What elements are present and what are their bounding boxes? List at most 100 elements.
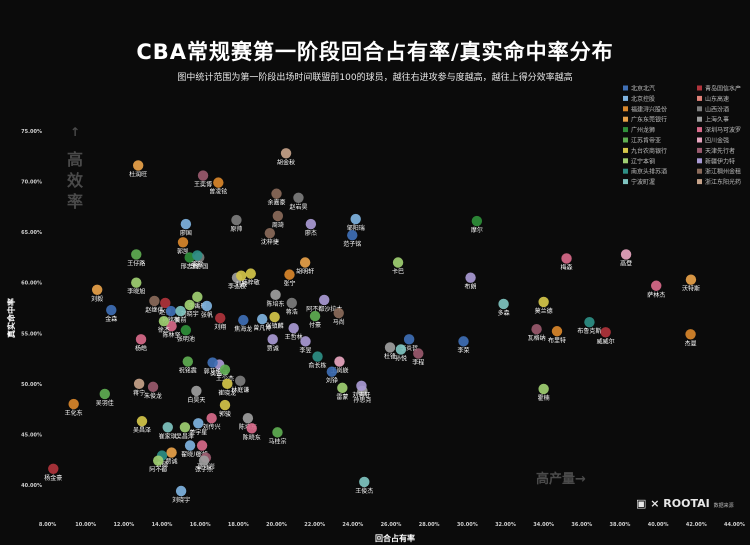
- data-point: [267, 334, 278, 345]
- data-point: [215, 312, 226, 324]
- point-label: 王俊杰: [355, 487, 373, 495]
- point-label: 祝铭震: [179, 367, 197, 375]
- point-label: 翟晓川: [181, 451, 199, 459]
- point-label: 王岚嵚: [330, 368, 348, 375]
- point-label: 莫兰德: [535, 307, 553, 315]
- data-point: [498, 298, 509, 310]
- high-efficiency-text-2: 效: [67, 171, 83, 190]
- point-label: 李昱: [300, 346, 312, 354]
- point-label: 徐杰: [158, 326, 170, 334]
- data-point: [213, 177, 224, 188]
- point-label: 王化东: [65, 409, 83, 417]
- point-label: 俞长栋: [309, 362, 327, 370]
- brand-logo: ▣ × ROOTAI 数据来源: [636, 497, 734, 510]
- up-arrow: ↑: [70, 125, 80, 139]
- point-label: 孙思尧: [353, 396, 371, 404]
- x-axis-label: 回合占有率: [375, 533, 415, 543]
- data-point: [238, 314, 249, 326]
- legend-swatch: [623, 116, 628, 122]
- point-label: 周琦: [272, 222, 284, 229]
- y-tick-label: 45.00%: [21, 432, 42, 438]
- legend-label: 广东东莞银行: [631, 116, 667, 124]
- data-point: [160, 297, 171, 309]
- data-point: [312, 351, 323, 362]
- x-tick-label: 16.00%: [190, 522, 211, 528]
- legend-label: 南京头排苏酒: [631, 168, 667, 176]
- data-point: [184, 440, 196, 451]
- point-label: 姜宇星: [189, 428, 207, 436]
- x-tick-label: 44.00%: [724, 522, 745, 528]
- point-label: 杨皓: [135, 344, 147, 352]
- data-point: [337, 382, 348, 394]
- data-point: [288, 323, 299, 334]
- data-point: [175, 305, 186, 317]
- legend-label: 四川金强: [705, 137, 729, 145]
- data-point: [149, 295, 160, 307]
- point-label: 王少杰: [216, 375, 234, 383]
- data-point: [384, 342, 396, 353]
- data-point: [179, 422, 191, 433]
- data-point: [356, 380, 367, 392]
- data-point: [257, 313, 268, 325]
- data-point: [269, 311, 280, 323]
- legend-swatch: [623, 158, 628, 164]
- point-label: 威威尔: [597, 337, 615, 345]
- data-point: [286, 297, 297, 309]
- data-point: [293, 192, 304, 203]
- legend-label: 北京控股: [631, 95, 655, 103]
- point-label: 赵岩昊: [289, 203, 307, 211]
- data-point: [236, 270, 247, 281]
- data-point: [193, 418, 204, 429]
- y-tick-label: 70.00%: [21, 180, 42, 186]
- point-label: 马尚: [333, 318, 345, 326]
- point-label: 张子熙: [195, 466, 213, 474]
- point-label: 陈林坚: [163, 331, 181, 339]
- data-point: [48, 463, 59, 474]
- data-point: [99, 388, 110, 400]
- chart-title: CBA常规赛第一阶段回合占有率/真实命中率分布: [136, 40, 614, 64]
- legend-label: 新疆伊力特: [705, 157, 735, 165]
- logo-subtext: 数据来源: [713, 503, 734, 509]
- legend-swatch: [697, 147, 702, 153]
- data-point: [538, 296, 549, 308]
- data-point: [333, 307, 344, 319]
- point-label: 高登: [620, 259, 632, 267]
- data-point: [198, 455, 210, 466]
- x-tick-label: 32.00%: [495, 522, 516, 528]
- point-label: 布里特: [548, 336, 566, 344]
- point-label: 吴昌泽: [210, 370, 228, 378]
- point-label: 张明池: [177, 335, 195, 343]
- x-tick-label: 18.00%: [228, 522, 249, 528]
- data-point: [175, 485, 187, 497]
- legend-swatch: [697, 158, 702, 164]
- x-tick-label: 20.00%: [266, 522, 287, 528]
- data-point: [334, 356, 345, 367]
- data-point: [242, 413, 254, 424]
- data-point: [246, 423, 257, 434]
- data-point: [272, 427, 283, 438]
- point-label: 邢志强: [181, 262, 199, 270]
- legend-swatch: [623, 179, 628, 185]
- legend-label: 山东高速: [705, 95, 729, 103]
- data-point: [347, 230, 358, 241]
- data-point: [299, 257, 311, 268]
- legend-label: 宁波町渥: [631, 178, 655, 186]
- data-point: [222, 378, 233, 390]
- data-point: [165, 305, 177, 317]
- legend-label: 青岛国信水产: [705, 85, 741, 93]
- legend-swatch: [697, 127, 702, 133]
- data-point: [132, 160, 144, 171]
- point-label: 张帆: [201, 311, 213, 319]
- data-point: [395, 344, 407, 355]
- data-point: [153, 455, 164, 466]
- point-label: 王奕博: [194, 181, 212, 189]
- data-point: [177, 237, 189, 248]
- point-label: 孙悦: [395, 354, 407, 362]
- point-label: 贾诚: [267, 344, 279, 352]
- point-label: 贾诚: [166, 458, 178, 466]
- point-label: 刘铮: [326, 377, 338, 385]
- point-label: 胡金秋: [277, 158, 295, 166]
- data-point: [538, 383, 549, 395]
